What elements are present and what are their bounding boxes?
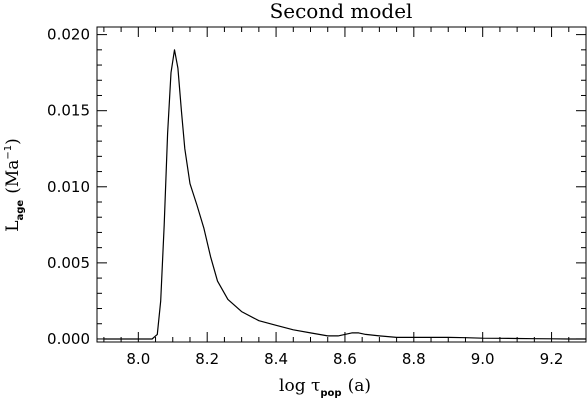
y-axis-label-unit-pre: (Ma [3, 160, 23, 194]
y-tick-labels: 0.000 0.005 0.010 0.015 0.020 [47, 26, 90, 348]
y-tick-label: 0.015 [47, 102, 90, 120]
x-axis-label-unit: (a) [348, 376, 371, 396]
y-axis-label-unit-sup: −1 [3, 145, 14, 160]
x-axis-label-sub: pop [320, 388, 341, 399]
x-axis-label: log τpop (a) [279, 376, 371, 399]
chart-title: Second model [270, 0, 413, 23]
x-tick-label: 8.4 [264, 350, 288, 368]
y-tick-label: 0.010 [47, 178, 90, 196]
series-line [103, 49, 586, 340]
x-tick-label: 8.2 [195, 350, 219, 368]
x-tick-label: 9.0 [471, 350, 495, 368]
y-axis-label-sub: age [15, 200, 26, 221]
plot-frame [96, 26, 587, 343]
y-tick-label: 0.000 [47, 330, 90, 348]
y-axis-label: Lage (Ma−1) [3, 138, 26, 232]
x-tick-label: 9.2 [540, 350, 564, 368]
y-axis-label-unit-post: ) [3, 138, 23, 145]
x-tick-label: 8.8 [402, 350, 426, 368]
x-axis-label-main: log τ [279, 376, 320, 396]
y-axis-label-main: L [3, 220, 23, 231]
y-tick-label: 0.020 [47, 26, 90, 44]
x-tick-label: 8.6 [333, 350, 357, 368]
x-tick-label: 8.0 [126, 350, 150, 368]
y-tick-label: 0.005 [47, 254, 90, 272]
x-tick-labels: 8.0 8.2 8.4 8.6 8.8 9.0 9.2 [126, 350, 563, 368]
